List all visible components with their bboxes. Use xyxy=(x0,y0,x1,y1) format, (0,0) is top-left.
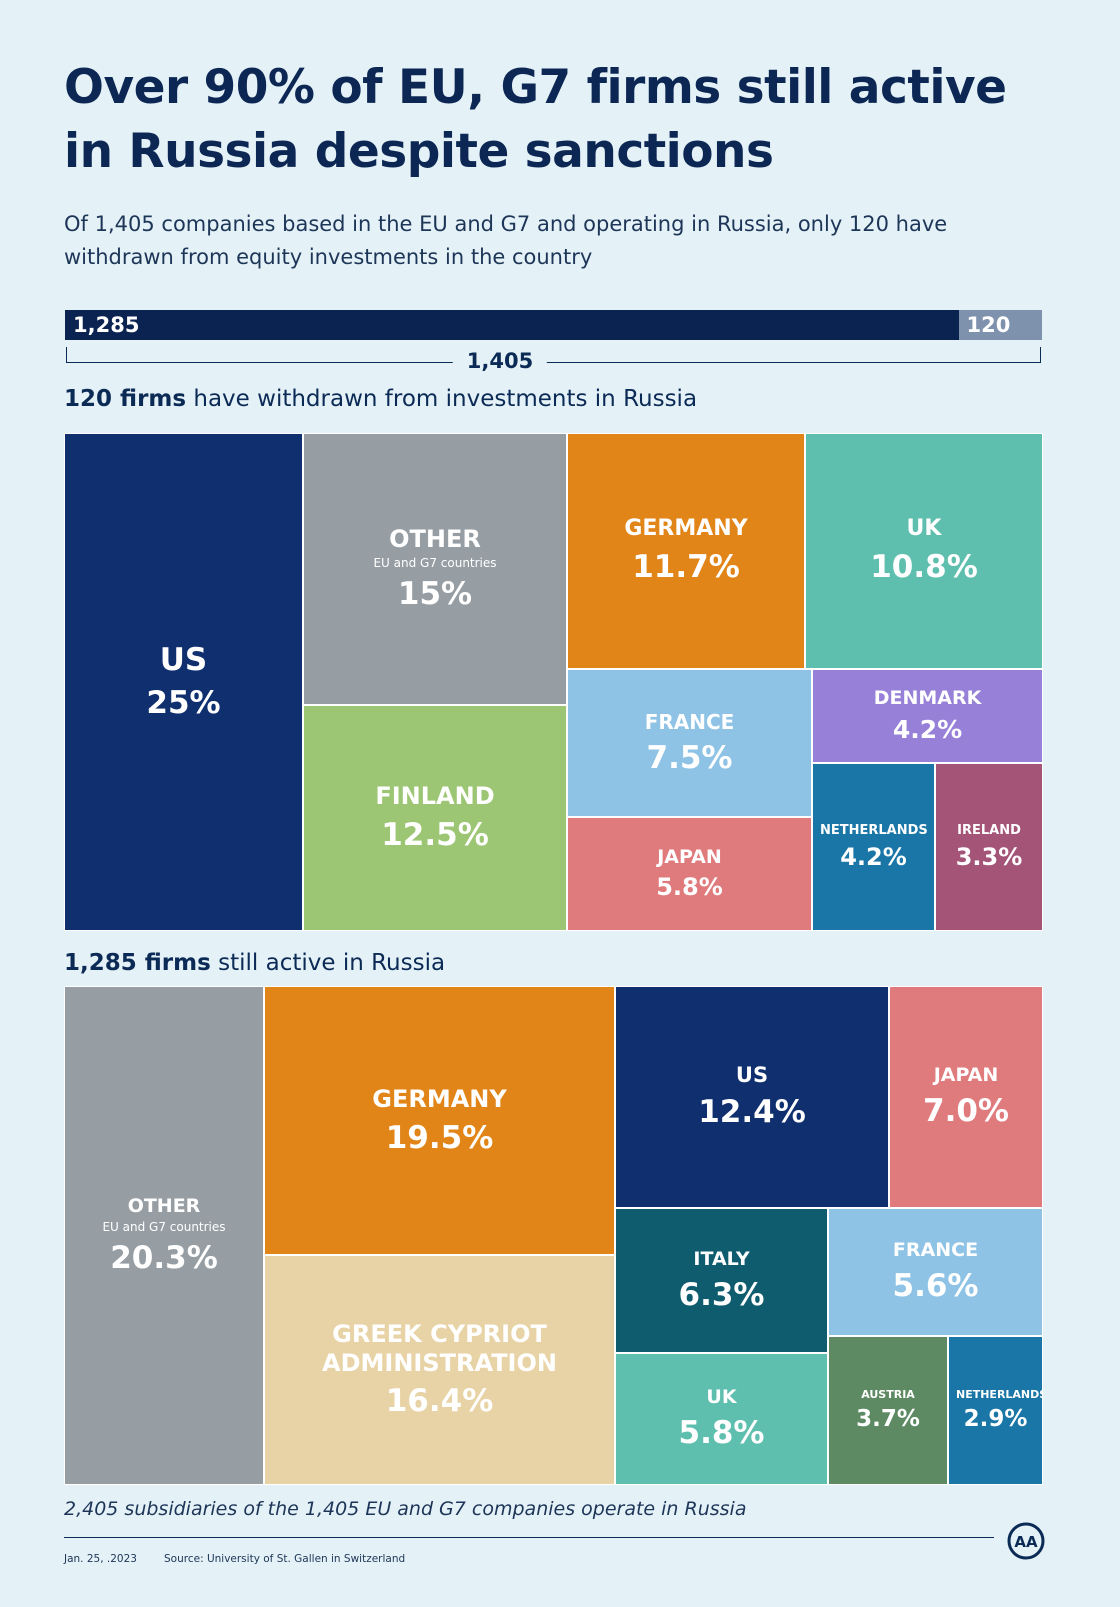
logo-text: AA xyxy=(1014,1533,1038,1551)
tile-percentage: 25% xyxy=(146,685,221,722)
tile-denmark: DENMARK 4.2% xyxy=(812,669,1043,763)
tile-other: OTHER EU and G7 countries 20.3% xyxy=(64,986,264,1485)
tile-name: AUSTRIA xyxy=(861,1388,915,1402)
active-treemap: OTHER EU and G7 countries 20.3% GERMANY 19.5… xyxy=(64,986,1043,1485)
active-section-label: 1,285 firms still active in Russia xyxy=(64,950,445,976)
tile-percentage: 12.5% xyxy=(381,817,489,854)
tile-name: OTHER xyxy=(389,525,481,554)
tile-netherlands: NETHERLANDS 2.9% xyxy=(948,1336,1043,1485)
withdrawn-firms-segment: 120 xyxy=(958,310,1042,340)
tile-germany: GERMANY 19.5% xyxy=(264,986,615,1255)
tile-percentage: 5.8% xyxy=(678,1415,765,1452)
tile-percentage: 10.8% xyxy=(870,548,978,585)
tile-name: DENMARK xyxy=(873,687,982,710)
tile-name: NETHERLANDS xyxy=(956,1388,1043,1402)
page-title: Over 90% of EU, G7 firms still active in… xyxy=(64,60,1007,179)
tile-name: OTHER xyxy=(127,1194,201,1217)
tile-name: JAPAN xyxy=(933,1064,999,1087)
tile-other: OTHER EU and G7 countries 15% xyxy=(303,433,567,705)
tile-ireland: IRELAND 3.3% xyxy=(935,763,1043,931)
tile-name: US xyxy=(735,1063,769,1088)
tile-germany: GERMANY 11.7% xyxy=(567,433,805,669)
active-caption: still active in Russia xyxy=(210,950,446,976)
tile-percentage: 4.2% xyxy=(840,842,907,871)
tile-japan: JAPAN 5.8% xyxy=(567,817,812,931)
tile-name: IRELAND xyxy=(957,822,1021,838)
tile-uk: UK 5.8% xyxy=(615,1353,828,1485)
tile-percentage: 7.0% xyxy=(923,1093,1009,1130)
tile-percentage: 3.7% xyxy=(856,1406,920,1433)
tile-percentage: 7.5% xyxy=(646,739,733,776)
tile-name: NETHERLANDS xyxy=(820,822,928,838)
tile-japan: JAPAN 7.0% xyxy=(889,986,1043,1208)
tile-name: UK xyxy=(706,1386,737,1409)
source-credit: Source: University of St. Gallen in Swit… xyxy=(164,1553,406,1565)
footer-divider xyxy=(64,1537,994,1538)
tile-percentage: 19.5% xyxy=(385,1119,494,1156)
tile-name: FRANCE xyxy=(644,709,735,734)
tile-percentage: 15% xyxy=(397,576,473,613)
tile-name: FINLAND xyxy=(375,782,495,811)
tile-netherlands: NETHERLANDS 4.2% xyxy=(812,763,935,931)
tile-percentage: 6.3% xyxy=(678,1276,765,1313)
footnote: 2,405 subsidiaries of the 1,405 EU and G… xyxy=(64,1498,747,1520)
tile-us: US 25% xyxy=(64,433,303,931)
withdrawn-treemap: US 25% OTHER EU and G7 countries 15% FINLAND 1… xyxy=(64,433,1043,931)
tile-name: GERMANY xyxy=(624,516,748,542)
tile-percentage: 12.4% xyxy=(698,1094,806,1131)
tile-name: FRANCE xyxy=(892,1239,979,1262)
publish-date: Jan. 25, .2023 xyxy=(64,1553,137,1565)
active-count: 1,285 firms xyxy=(64,950,211,976)
tile-name: GREEK CYPRIOT ADMINISTRATION xyxy=(322,1319,557,1377)
tile-percentage: 11.7% xyxy=(632,548,740,585)
tile-percentage: 20.3% xyxy=(110,1239,218,1276)
active-firms-segment: 1,285 xyxy=(65,310,959,340)
summary-bar: 1,285 120 xyxy=(65,310,1042,340)
tile-name: GERMANY xyxy=(372,1084,507,1113)
withdrawn-caption: have withdrawn from investments in Russi… xyxy=(186,386,698,412)
tile-france: FRANCE 5.6% xyxy=(828,1208,1043,1336)
tile-finland: FINLAND 12.5% xyxy=(303,705,567,931)
tile-name: ITALY xyxy=(693,1247,750,1270)
tile-percentage: 16.4% xyxy=(385,1383,494,1420)
tile-austria: AUSTRIA 3.7% xyxy=(828,1336,948,1485)
tile-percentage: 2.9% xyxy=(963,1406,1028,1433)
tile-uk: UK 10.8% xyxy=(805,433,1043,669)
total-label: 1,405 xyxy=(452,349,548,373)
withdrawn-count: 120 firms xyxy=(64,386,187,412)
total-bracket xyxy=(66,347,1041,367)
tile-greek-cypriot-administration: GREEK CYPRIOT ADMINISTRATION 16.4% xyxy=(264,1255,615,1485)
tile-subtitle: EU and G7 countries xyxy=(102,1219,226,1234)
tile-france: FRANCE 7.5% xyxy=(567,669,812,817)
agency-logo: AA xyxy=(1007,1522,1045,1560)
tile-percentage: 5.6% xyxy=(892,1268,979,1305)
tile-name: UK xyxy=(906,516,942,542)
tile-subtitle: EU and G7 countries xyxy=(373,556,497,571)
tile-name: JAPAN xyxy=(657,846,722,869)
tile-italy: ITALY 6.3% xyxy=(615,1208,828,1353)
tile-percentage: 4.2% xyxy=(892,715,963,745)
tile-percentage: 3.3% xyxy=(955,842,1023,871)
tile-name: US xyxy=(159,642,208,679)
withdrawn-section-label: 120 firms have withdrawn from investment… xyxy=(64,386,697,412)
tile-us: US 12.4% xyxy=(615,986,889,1208)
page-subtitle: Of 1,405 companies based in the EU and G… xyxy=(64,212,948,269)
tile-percentage: 5.8% xyxy=(656,873,723,902)
